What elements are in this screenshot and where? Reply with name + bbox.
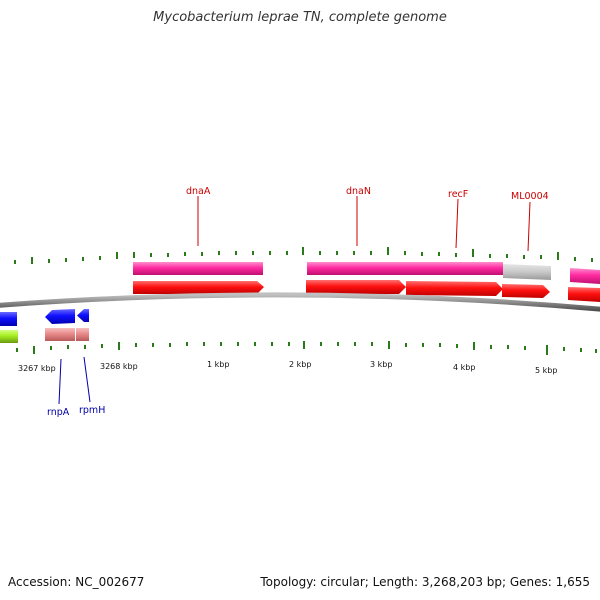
map-title: Mycobacterium leprae TN, complete genome [153, 10, 447, 25]
cds-feature-forward[interactable] [133, 281, 264, 294]
gene-label-recF[interactable]: recF [448, 189, 468, 200]
gene-label-rnpA[interactable]: rnpA [47, 407, 70, 418]
genome-summary-text: Topology: circular; Length: 3,268,203 bp… [260, 575, 590, 589]
genome-backbone [0, 292, 600, 312]
rna-feature-reverse[interactable] [45, 328, 75, 341]
cds-feature-forward[interactable] [306, 280, 406, 294]
gene-label-rpmH[interactable]: rpmH [79, 405, 105, 416]
gene-label-dnaN[interactable]: dnaN [346, 186, 371, 197]
tick-label: 5 kbp [535, 366, 557, 375]
tick-label: 3268 kbp [100, 362, 138, 371]
cds-feature-forward[interactable] [502, 284, 550, 298]
cds-feature-forward[interactable] [568, 287, 600, 302]
gene-label-ML0004[interactable]: ML0004 [511, 191, 549, 202]
outer-tick-marks [14, 247, 593, 264]
reverse-rna-track [0, 328, 89, 343]
cds-feature-reverse[interactable] [0, 312, 17, 326]
cog-feature-forward[interactable] [570, 268, 600, 284]
gene-label-dnaA[interactable]: dnaA [186, 186, 211, 197]
tick-labels: 3267 kbp 3268 kbp 1 kbp 2 kbp 3 kbp 4 kb… [18, 360, 557, 375]
tick-label: 1 kbp [207, 360, 229, 369]
forward-cog-track [133, 262, 600, 284]
accession-text: Accession: NC_002677 [8, 575, 145, 589]
inner-tick-marks [16, 341, 597, 355]
reverse-cds-track [0, 309, 89, 326]
tick-label: 2 kbp [289, 360, 311, 369]
cog-feature-forward[interactable] [133, 262, 263, 275]
tick-label: 3 kbp [370, 360, 392, 369]
forward-cds-track [133, 280, 600, 302]
cog-feature-unassigned[interactable] [503, 264, 551, 280]
reverse-gene-labels [58, 356, 91, 405]
forward-gene-labels [197, 196, 531, 252]
tick-label: 4 kbp [453, 363, 475, 372]
cog-feature-forward[interactable] [307, 262, 503, 275]
rna-feature-reverse[interactable] [76, 328, 89, 341]
cds-feature-forward[interactable] [406, 281, 503, 296]
tick-label: 3267 kbp [18, 364, 56, 373]
misc-feature[interactable] [0, 330, 18, 343]
cds-feature-reverse[interactable] [45, 309, 75, 324]
cds-feature-reverse[interactable] [77, 309, 89, 322]
